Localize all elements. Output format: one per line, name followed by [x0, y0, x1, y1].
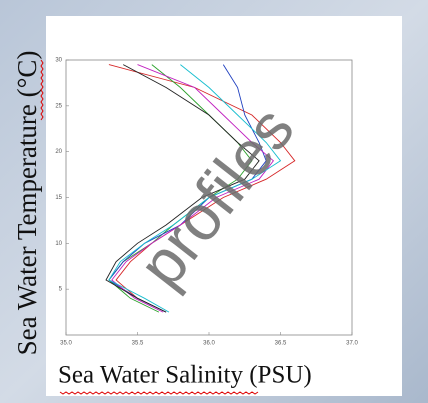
- x-tick-label: 36.5: [275, 341, 287, 347]
- x-tick-label: 35.0: [60, 341, 72, 347]
- y-axis-label: Sea Water Temperature (°C): [12, 51, 42, 356]
- x-axis-label: Sea Water Salinity (PSU): [58, 362, 312, 389]
- x-tick-label: 35.5: [132, 341, 144, 347]
- y-tick-label: 30: [55, 58, 62, 64]
- y-tick-label: 15: [55, 195, 62, 201]
- chart: 5101520253035.035.536.036.537.0 Sea Wate…: [0, 0, 428, 403]
- page: 5101520253035.035.536.036.537.0 Sea Wate…: [0, 0, 428, 403]
- x-tick-label: 37.0: [346, 341, 358, 347]
- y-tick-label: 25: [55, 103, 62, 109]
- y-tick-label: 20: [55, 149, 62, 155]
- x-tick-label: 36.0: [203, 341, 215, 347]
- y-tick-label: 10: [55, 241, 62, 247]
